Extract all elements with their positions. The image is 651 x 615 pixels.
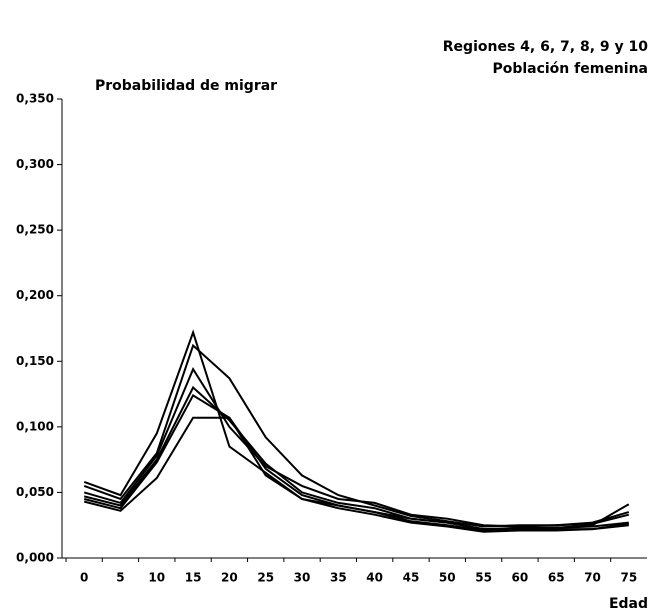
y-tick-label: 0,000	[16, 551, 54, 565]
y-tick-label: 0,050	[16, 485, 54, 499]
x-tick-label: 5	[116, 571, 124, 585]
y-tick-label: 0,300	[16, 157, 54, 171]
y-tick-label: 0,200	[16, 288, 54, 302]
x-tick-label: 75	[620, 571, 637, 585]
chart-subtitle: Población femenina	[492, 61, 648, 77]
x-tick-label: 65	[548, 571, 565, 585]
x-tick-label: 45	[403, 571, 420, 585]
series-line	[83, 367, 630, 528]
y-tick-label: 0,350	[16, 92, 54, 106]
series-line	[83, 416, 629, 533]
x-tick-label: 60	[512, 571, 529, 585]
chart-title: Regiones 4, 6, 7, 8, 9 y 10	[443, 39, 648, 55]
series-line	[83, 385, 629, 531]
x-tick-label: 70	[584, 571, 601, 585]
x-tick-label: 30	[294, 571, 311, 585]
x-tick-label: 50	[439, 571, 456, 585]
x-axis-label: Edad	[609, 596, 648, 612]
y-axis-label: Probabilidad de migrar	[95, 78, 277, 94]
x-tick-label: 55	[475, 571, 492, 585]
x-tick-label: 20	[221, 571, 238, 585]
x-tick-label: 15	[185, 571, 202, 585]
y-tick-label: 0,100	[16, 419, 54, 433]
x-tick-label: 25	[257, 571, 274, 585]
x-tick-label: 40	[366, 571, 383, 585]
y-tick-label: 0,250	[16, 223, 54, 237]
x-tick-label: 0	[80, 571, 88, 585]
y-tick-label: 0,150	[16, 354, 54, 368]
x-tick-label: 35	[330, 571, 347, 585]
x-tick-label: 10	[148, 571, 165, 585]
